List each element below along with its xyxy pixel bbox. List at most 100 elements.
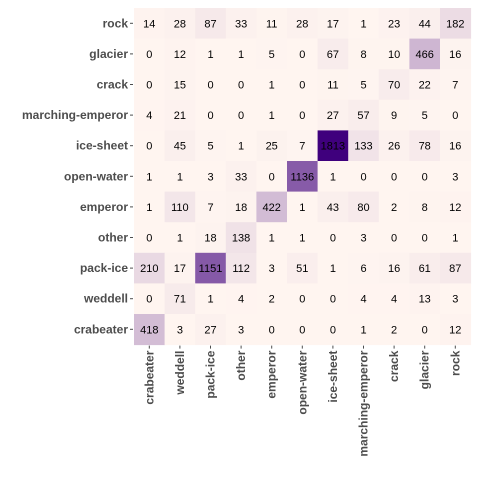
heatmap-cell	[317, 222, 349, 254]
cell-value-label: 4	[360, 294, 366, 306]
cell-value-label: 138	[232, 233, 250, 245]
heatmap-cell	[134, 191, 166, 223]
cell-value-label: 87	[204, 18, 216, 30]
heatmap-cell	[225, 8, 257, 40]
cell-value-label: 0	[330, 324, 336, 336]
heatmap-cell	[440, 8, 472, 40]
cell-value-label: 80	[357, 202, 369, 214]
heatmap-cell	[440, 38, 472, 70]
cell-value-label: 0	[330, 294, 336, 306]
heatmap-cell	[164, 130, 196, 162]
heatmap-cell	[225, 130, 257, 162]
cell-value-label: 44	[419, 18, 431, 30]
cell-value-label: 3	[360, 233, 366, 245]
heatmap-cell	[317, 8, 349, 40]
heatmap-cell	[134, 99, 166, 131]
cell-value-label: 4	[146, 110, 152, 122]
heatmap-cell	[409, 8, 441, 40]
heatmap-cell	[195, 161, 227, 193]
heatmap-cell	[134, 283, 166, 315]
cell-value-label: 1	[330, 263, 336, 275]
cell-value-label: 0	[146, 80, 152, 92]
cell-value-label: 3	[269, 263, 275, 275]
heatmap-cell	[195, 69, 227, 101]
cell-value-label: 1	[177, 171, 183, 183]
cell-value-label: 1	[177, 233, 183, 245]
heatmap-cell	[225, 283, 257, 315]
heatmap-cell	[378, 283, 410, 315]
heatmap-cell	[195, 252, 227, 284]
heatmap-cell	[348, 99, 380, 131]
cell-value-label: 0	[391, 171, 397, 183]
cell-value-label: 0	[299, 294, 305, 306]
heatmap-cell	[225, 314, 257, 346]
cell-value-label: 6	[360, 263, 366, 275]
heatmap-cell	[409, 252, 441, 284]
heatmap-cell	[287, 191, 319, 223]
cell-value-label: 57	[357, 110, 369, 122]
x-tick-label: ice-sheet	[326, 351, 340, 403]
cell-value-label: 418	[140, 324, 158, 336]
heatmap-cell	[225, 69, 257, 101]
cell-value-label: 5	[207, 141, 213, 153]
heatmap-cell	[287, 283, 319, 315]
heatmap-cell	[225, 161, 257, 193]
heatmap-cell	[409, 314, 441, 346]
cell-value-label: 2	[391, 202, 397, 214]
x-tick-label: emperor	[265, 350, 279, 398]
heatmap-cell	[195, 99, 227, 131]
cell-value-label: 67	[327, 49, 339, 61]
cell-value-label: 1136	[290, 171, 314, 183]
cell-value-label: 8	[360, 49, 366, 61]
heatmap-cell	[287, 252, 319, 284]
cell-value-label: 1813	[321, 141, 345, 153]
cell-value-label: 0	[452, 110, 458, 122]
cell-value-label: 5	[269, 49, 275, 61]
cell-value-label: 1	[299, 233, 305, 245]
cell-value-label: 23	[388, 18, 400, 30]
cell-value-label: 1	[360, 18, 366, 30]
x-tick-label: rock	[448, 350, 462, 376]
cell-value-label: 12	[449, 324, 461, 336]
cell-value-label: 0	[269, 171, 275, 183]
cell-value-label: 0	[146, 141, 152, 153]
heatmap-cell	[225, 252, 257, 284]
heatmap-cell	[348, 252, 380, 284]
cell-value-label: 13	[419, 294, 431, 306]
cell-value-label: 1151	[199, 263, 223, 275]
cell-value-label: 21	[174, 110, 186, 122]
heatmap-cell	[134, 69, 166, 101]
cell-value-label: 25	[266, 141, 278, 153]
x-tick-label: pack-ice	[204, 350, 218, 398]
cell-value-label: 1	[299, 202, 305, 214]
cell-value-label: 43	[327, 202, 339, 214]
y-tick-label: glacier	[89, 47, 128, 61]
heatmap-cell	[164, 222, 196, 254]
heatmap-cell	[378, 130, 410, 162]
heatmap-cell	[317, 191, 349, 223]
heatmap-cell	[225, 38, 257, 70]
cell-value-label: 3	[452, 171, 458, 183]
cell-value-label: 3	[207, 171, 213, 183]
heatmap-cell	[440, 252, 472, 284]
cell-value-label: 1	[238, 141, 244, 153]
cell-value-label: 0	[146, 233, 152, 245]
heatmap-cell	[287, 161, 319, 193]
heatmap-cell	[164, 8, 196, 40]
heatmap-cell	[409, 130, 441, 162]
y-tick-label: emperor	[80, 200, 128, 214]
cell-value-label: 27	[204, 324, 216, 336]
heatmap-cell	[134, 161, 166, 193]
y-tick-label: weddell	[83, 292, 128, 306]
heatmap-cell	[256, 161, 288, 193]
cell-value-label: 15	[174, 80, 186, 92]
cell-value-label: 27	[327, 110, 339, 122]
cell-value-label: 2	[391, 324, 397, 336]
heatmap-cell	[409, 99, 441, 131]
heatmap-cell	[256, 38, 288, 70]
cell-value-label: 0	[238, 110, 244, 122]
x-axis: crabeater weddell pack-ice other emperor open…	[142, 345, 462, 457]
heatmap-cell	[409, 191, 441, 223]
y-tick-label: open-water	[64, 169, 128, 183]
cell-value-label: 16	[449, 49, 461, 61]
